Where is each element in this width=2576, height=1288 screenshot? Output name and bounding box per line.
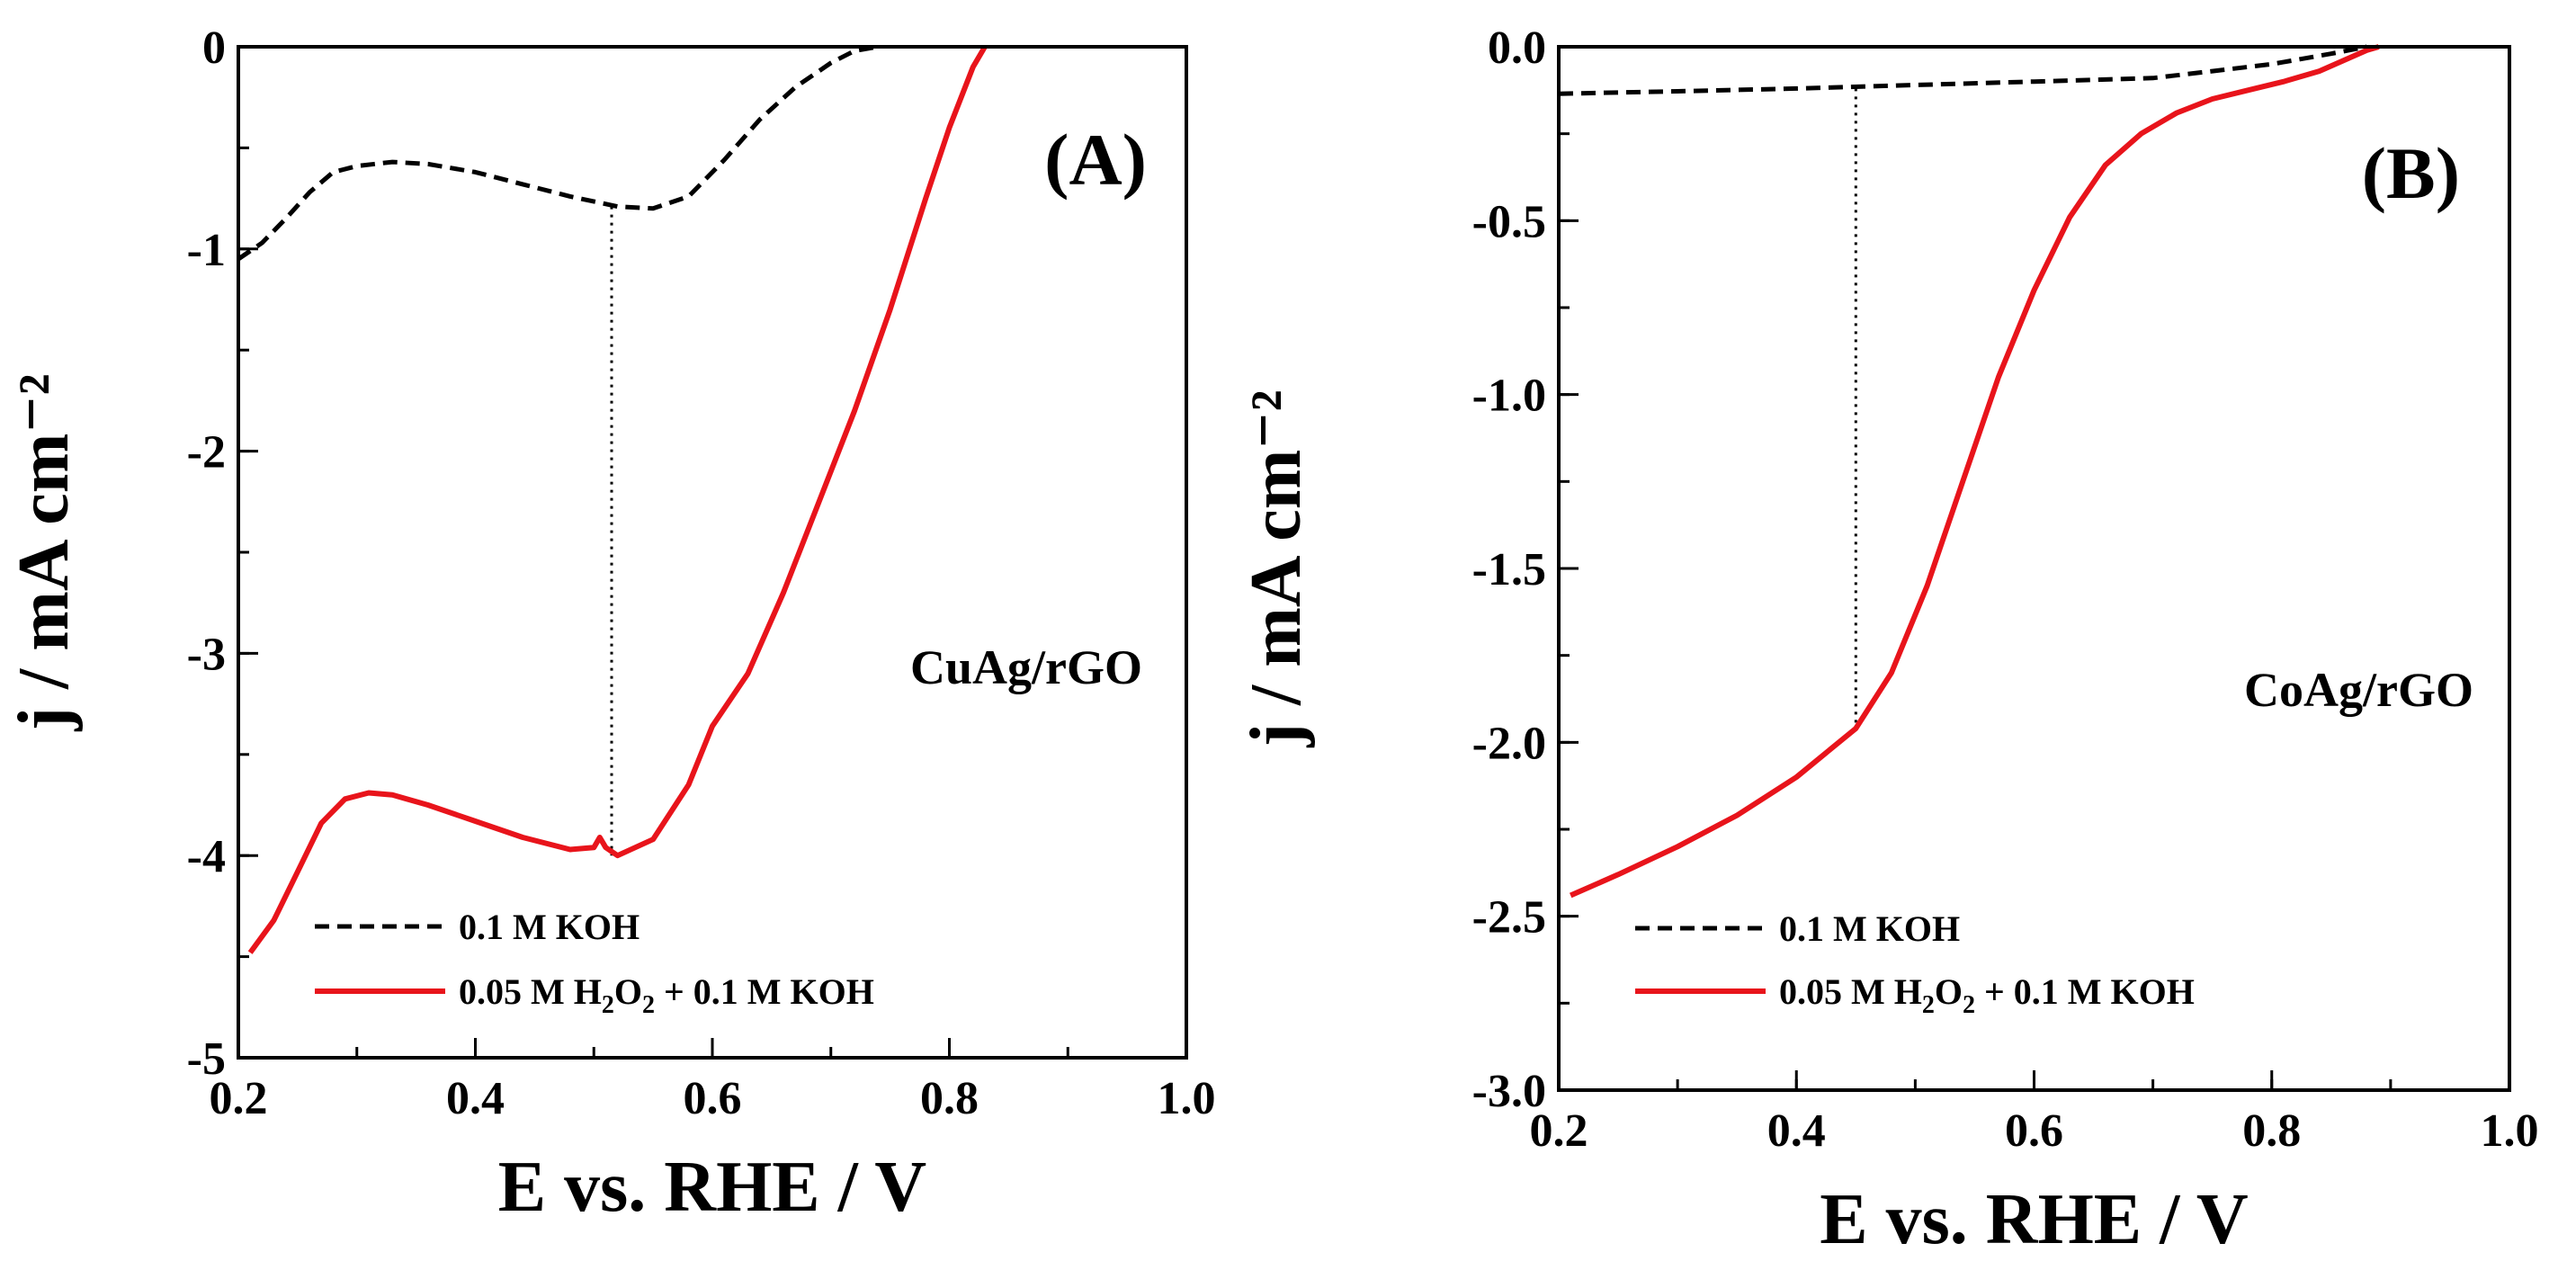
x-axis-title: E vs. RHE / V bbox=[498, 1148, 926, 1227]
x-axis-title: E vs. RHE / V bbox=[1820, 1180, 2248, 1259]
series-line-koh bbox=[1558, 44, 2367, 96]
y-tick-label: 0.0 bbox=[1488, 22, 1546, 74]
y-tick-label: -1.5 bbox=[1472, 544, 1546, 595]
plot-frame bbox=[1557, 45, 2511, 1092]
legend-label-koh: 0.1 M KOH bbox=[459, 907, 640, 947]
y-axis-title: j / mA cm⁻² bbox=[4, 373, 84, 731]
y-tick-label: -3.0 bbox=[1472, 1066, 1546, 1117]
x-tick-label: 1.0 bbox=[1158, 1073, 1216, 1124]
y-tick-label: -5 bbox=[187, 1033, 226, 1085]
y-tick-label: -2.5 bbox=[1472, 892, 1546, 944]
legend-label-koh: 0.1 M KOH bbox=[1779, 908, 1960, 949]
panel-b: 0.2 0.4 0.6 0.8 1.0 0.0 -0.5 -1.0 -1.5 -2.0 -2.5 -3… bbox=[1237, 22, 2539, 1259]
x-tick-label: 0.4 bbox=[446, 1073, 505, 1124]
x-tick-label: 0.2 bbox=[1530, 1105, 1588, 1157]
panel-a: 0.2 0.4 0.6 0.8 1.0 0 -1 -2 -3 -4 -5 E vs. RHE / V j… bbox=[4, 22, 1216, 1227]
y-tick-label: 0 bbox=[202, 22, 226, 74]
y-tick-label: -1.0 bbox=[1472, 371, 1546, 422]
y-tick-label: -3 bbox=[187, 629, 226, 680]
x-tick-label: 0.6 bbox=[684, 1073, 742, 1124]
series-line-koh bbox=[237, 44, 879, 262]
y-tick-label: -1 bbox=[187, 225, 226, 276]
y-tick-label: -0.5 bbox=[1472, 196, 1546, 247]
legend-label-h2o2-koh: 0.05 M H2O2 + 0.1 M KOH bbox=[1779, 971, 2195, 1019]
x-tick-label: 0.8 bbox=[920, 1073, 979, 1124]
legend-label-h2o2-koh: 0.05 M H2O2 + 0.1 M KOH bbox=[459, 971, 874, 1019]
x-tick-label: 0.2 bbox=[210, 1073, 268, 1124]
y-tick-label: -4 bbox=[187, 831, 226, 882]
legend: 0.1 M KOH 0.05 M H2O2 + 0.1 M KOH bbox=[315, 907, 874, 1019]
series-line-h2o2-koh bbox=[1569, 44, 2380, 899]
y-axis-title: j / mA cm⁻² bbox=[1237, 389, 1316, 747]
panel-label: (A) bbox=[1044, 119, 1147, 201]
series-line-h2o2-koh bbox=[247, 45, 988, 954]
y-tick-label: -2 bbox=[187, 427, 226, 479]
legend: 0.1 M KOH 0.05 M H2O2 + 0.1 M KOH bbox=[1635, 908, 2195, 1019]
x-tick-label: 0.8 bbox=[2242, 1105, 2301, 1157]
x-tick-label: 1.0 bbox=[2481, 1105, 2539, 1157]
x-tick-label: 0.4 bbox=[1767, 1105, 1826, 1157]
panel-label: (B) bbox=[2362, 132, 2460, 214]
sample-label: CuAg/rGO bbox=[910, 640, 1142, 694]
sample-label: CoAg/rGO bbox=[2244, 663, 2473, 717]
y-tick-label: -2.0 bbox=[1472, 718, 1546, 769]
x-tick-label: 0.6 bbox=[2005, 1105, 2063, 1157]
plot-frame bbox=[237, 45, 1188, 1060]
